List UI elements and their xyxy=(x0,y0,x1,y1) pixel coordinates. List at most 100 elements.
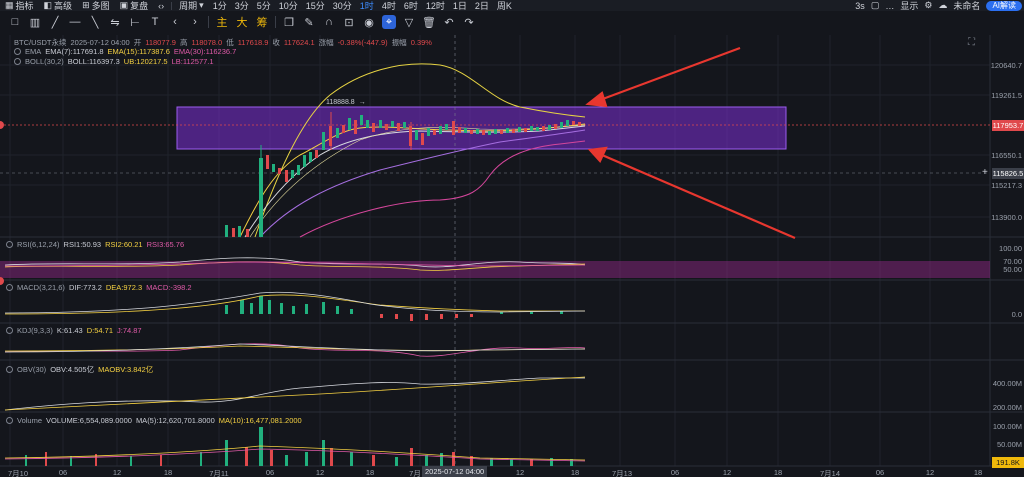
eye-icon[interactable]: ◉ xyxy=(364,16,374,29)
replay-icon: ▣ xyxy=(119,0,129,10)
boll-legend: BOLL(30,2) BOLL:116397.3 UB:120217.5 LB:… xyxy=(14,57,214,66)
advanced-label: 高级 xyxy=(54,1,73,11)
advanced-menu[interactable]: ◧ 高级 xyxy=(39,0,78,12)
ema30-line xyxy=(259,129,586,238)
chevron-right-icon[interactable]: › xyxy=(193,16,197,28)
line-tool-icon[interactable]: ╱ xyxy=(51,16,59,29)
gear-icon[interactable] xyxy=(14,58,21,65)
price-tick: 116550.1 xyxy=(991,151,1022,160)
layout-name[interactable]: 未命名 xyxy=(953,1,981,11)
screenshot-icon[interactable]: ▢ xyxy=(870,0,880,10)
magnet-icon[interactable]: ∩ xyxy=(325,16,333,28)
replay-menu[interactable]: ▣ 复盘 xyxy=(115,0,154,12)
amplitude-label: 振幅 xyxy=(391,38,407,47)
undo-icon[interactable]: ↶ xyxy=(444,16,454,29)
chip-distribution-button[interactable]: 筹 xyxy=(256,17,268,29)
high-marker-value: 118888.8 xyxy=(326,99,355,106)
price-tick: 120640.7 xyxy=(990,61,1022,70)
open-value: 118077.9 xyxy=(145,38,176,47)
time-tick: 18 xyxy=(973,468,983,477)
macd-legend: MACD(3,21,6) DIF:773.2 DEA:972.3 MACD:-3… xyxy=(6,283,192,292)
square-icon[interactable]: □ xyxy=(11,16,19,28)
tf-6h[interactable]: 6时 xyxy=(403,1,418,11)
ai-analyze-button[interactable]: AI解读 xyxy=(986,0,1022,11)
tf-1d[interactable]: 1日 xyxy=(452,1,467,11)
text-tool-icon[interactable]: T xyxy=(151,16,159,28)
dea-value: DEA:972.3 xyxy=(105,283,143,292)
ema-name: EMA xyxy=(25,47,42,56)
expand-chevron[interactable]: ‹› xyxy=(153,1,169,11)
indicators-label: 指标 xyxy=(15,1,34,11)
open-label: 开 xyxy=(133,38,142,47)
more-icon[interactable]: … xyxy=(885,0,895,11)
range-icon[interactable]: ⇋ xyxy=(110,16,120,29)
tf-1w[interactable]: 周K xyxy=(496,1,512,11)
highlight-zone xyxy=(176,106,787,150)
tf-10m[interactable]: 10分 xyxy=(278,1,298,11)
display-button[interactable]: 显示 xyxy=(900,1,919,11)
tf-30m[interactable]: 30分 xyxy=(332,1,352,11)
pencil-icon[interactable]: ✎ xyxy=(304,16,314,29)
gear-icon[interactable] xyxy=(6,417,13,424)
time-tick: 7月 xyxy=(409,469,421,477)
gear-icon[interactable] xyxy=(6,284,13,291)
volume-ma5-value: MA(5):12,620,701.8000 xyxy=(135,416,215,425)
kdj-name: KDJ(9,3,3) xyxy=(17,326,53,335)
tf-1m[interactable]: 1分 xyxy=(212,1,227,11)
tf-3m[interactable]: 3分 xyxy=(234,1,249,11)
drawing-toolbar: □ ▥ ╱ — ╲ ⇋ ⊢ T ‹ › 主 大 筹 ❐ ✎ ∩ ⊡ ◉ ⌖ ▽ … xyxy=(0,11,1024,33)
settings-icon[interactable]: ⚙ xyxy=(924,0,933,10)
candles xyxy=(225,112,581,237)
fullscreen-icon[interactable]: ⛶ xyxy=(968,37,975,48)
current-price-label: 117953.7 xyxy=(992,120,1024,131)
boll-lower-line xyxy=(299,140,586,238)
price-tick: 119261.5 xyxy=(991,91,1022,100)
time-tick: 7月13 xyxy=(611,469,633,477)
refresh-timer: 3s xyxy=(855,0,865,11)
filter-icon[interactable]: ▽ xyxy=(404,16,414,29)
k-value: K:61.43 xyxy=(56,326,83,335)
horizontal-line-icon[interactable]: — xyxy=(69,16,81,28)
lock-icon[interactable]: ⊡ xyxy=(344,16,354,29)
time-tick: 18 xyxy=(570,468,580,477)
ruler-icon[interactable]: ⊢ xyxy=(130,16,140,29)
rsi2-value: RSI2:60.21 xyxy=(105,240,143,249)
obv-tick: 200.00M xyxy=(992,403,1022,412)
trash-icon[interactable]: 🗑 xyxy=(422,16,436,29)
tf-1h[interactable]: 1时 xyxy=(359,1,374,11)
copy-icon[interactable]: ❐ xyxy=(284,16,294,29)
main-force-button[interactable]: 主 xyxy=(216,17,228,29)
high-value: 118078.0 xyxy=(191,38,223,47)
segment-icon[interactable]: ╲ xyxy=(91,16,99,29)
large-order-button[interactable]: 大 xyxy=(236,17,248,29)
rsi-band xyxy=(0,261,990,278)
ema15-value: EMA(15):117387.6 xyxy=(107,47,170,56)
tf-15m[interactable]: 15分 xyxy=(305,1,325,11)
rsi-tick: 100.00 xyxy=(999,244,1022,253)
high-label: 高 xyxy=(179,38,188,47)
add-alert-icon[interactable]: + xyxy=(982,167,988,178)
bar-chart-icon[interactable]: ▥ xyxy=(29,16,41,29)
gear-icon[interactable] xyxy=(6,327,13,334)
replay-label: 复盘 xyxy=(130,1,149,11)
time-tick: 06 xyxy=(265,468,275,477)
indicators-menu[interactable]: ▦ 指标 xyxy=(0,0,39,12)
multi-chart-menu[interactable]: ⊞ 多图 xyxy=(77,0,115,12)
volume-ma10-value: MA(10):16,477,081.2000 xyxy=(218,416,302,425)
d-value: D:54.71 xyxy=(86,326,113,335)
tf-5m[interactable]: 5分 xyxy=(256,1,271,11)
redo-icon[interactable]: ↷ xyxy=(464,16,474,29)
obv-legend: OBV(30) OBV:4.505亿 MAOBV:3.842亿 xyxy=(6,364,153,375)
tf-2d[interactable]: 2日 xyxy=(474,1,489,11)
chevron-left-icon[interactable]: ‹ xyxy=(173,16,177,28)
gear-icon[interactable] xyxy=(6,241,13,248)
gear-icon[interactable] xyxy=(6,366,13,373)
tf-12h[interactable]: 12时 xyxy=(425,1,445,11)
time-tick: 06 xyxy=(670,468,680,477)
time-tick: 18 xyxy=(773,468,783,477)
gear-icon[interactable] xyxy=(14,48,21,55)
crosshair-icon[interactable]: ⌖ xyxy=(382,15,396,29)
tf-4h[interactable]: 4时 xyxy=(381,1,396,11)
period-menu[interactable]: 周期 ▾ xyxy=(174,0,209,12)
